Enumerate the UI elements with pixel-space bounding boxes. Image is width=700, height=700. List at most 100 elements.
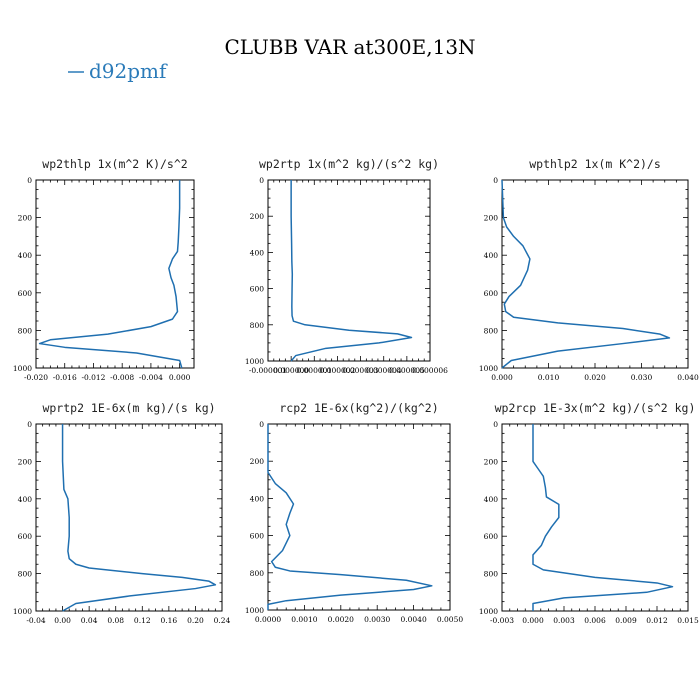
- y-tick-label: 400: [18, 495, 33, 504]
- y-tick-label: 800: [250, 569, 265, 578]
- legend: d92pmf: [68, 59, 168, 83]
- y-tick-label: 800: [484, 326, 499, 335]
- panel-title: wprtp2 1E-6x(m kg)/(s kg): [42, 401, 215, 415]
- y-tick-label: 800: [18, 326, 33, 335]
- x-tick-label: 0.16: [161, 616, 178, 625]
- x-tick-label: 0.0010: [291, 615, 317, 624]
- x-tick-label: 0.0000: [255, 615, 281, 624]
- y-tick-label: 800: [18, 570, 33, 579]
- y-tick-label: 200: [250, 457, 265, 466]
- y-tick-label: 400: [484, 495, 499, 504]
- y-tick-label: 1000: [479, 364, 498, 373]
- y-tick-label: 600: [250, 285, 265, 294]
- series-line: [501, 179, 671, 369]
- y-tick-label: 1000: [245, 357, 264, 366]
- plot-frame: [35, 423, 223, 612]
- x-tick-label: -0.04: [26, 616, 45, 625]
- y-tick-label: 400: [250, 494, 265, 503]
- x-tick-label: 0.0030: [364, 615, 390, 624]
- x-tick-label: 0.000000: [273, 366, 309, 375]
- x-tick-label: 0.0050: [437, 615, 463, 624]
- panel-6: wp2rcp 1E-3x(m^2 kg)/(s^2 kg) 0 200 400 600 8…: [479, 401, 699, 625]
- x-tick-label: -0.012: [81, 373, 105, 382]
- series-line: [532, 424, 674, 611]
- panel-title: wp2rcp 1E-3x(m^2 kg)/(s^2 kg): [495, 401, 696, 415]
- panel-title: wp2rtp 1x(m^2 kg)/(s^2 kg): [259, 157, 439, 171]
- x-tick-label: 0.12: [134, 616, 151, 625]
- panel-2: wp2rtp 1x(m^2 kg)/(s^2 kg) 0 200 400 600 800 1…: [245, 157, 448, 375]
- legend-label: d92pmf: [89, 59, 168, 83]
- panel-3: wpthlp2 1x(m K^2)/s 0 200 400 600 800 10000.00…: [479, 157, 699, 382]
- y-tick-label: 200: [250, 212, 265, 221]
- panel-title: rcp2 1E-6x(kg^2)/(kg^2): [279, 401, 438, 415]
- x-tick-label: 0.012: [646, 616, 668, 625]
- x-tick-label: 0.000: [491, 373, 513, 382]
- panel-1: wp2thlp 1x(m^2 K)/s^202004006008001000-0…: [13, 157, 195, 382]
- y-tick-label: 800: [250, 321, 265, 330]
- y-tick-label: 0: [27, 420, 32, 429]
- y-tick-label: 1000: [13, 364, 32, 373]
- series-line: [61, 424, 217, 612]
- x-tick-label: 0.040: [677, 373, 699, 382]
- y-tick-label: 1000: [13, 607, 32, 616]
- y-tick-label: 1000: [245, 606, 264, 615]
- x-tick-label: 0.000005: [389, 366, 425, 375]
- x-tick-label: 0.000006: [412, 366, 448, 375]
- series-line: [267, 424, 433, 610]
- y-tick-label: 200: [18, 214, 33, 223]
- x-tick-label: 0.08: [107, 616, 124, 625]
- series-line: [38, 180, 183, 369]
- x-tick-label: 0.009: [615, 616, 637, 625]
- x-tick-label: 0.015: [677, 616, 699, 625]
- x-tick-label: 0.04: [81, 616, 98, 625]
- y-tick-label: 0: [27, 176, 32, 185]
- x-tick-label: 0.000001: [296, 366, 332, 375]
- x-tick-label: 0.003: [553, 616, 575, 625]
- x-tick-label: 0.24: [214, 616, 231, 625]
- y-tick-label: 400: [484, 251, 499, 260]
- y-tick-label: 1000: [479, 607, 498, 616]
- x-tick-label: -0.020: [24, 373, 48, 382]
- x-tick-label: 0.010: [538, 373, 560, 382]
- x-tick-label: 0.000003: [343, 366, 379, 375]
- series-line: [290, 180, 413, 362]
- x-tick-label: 0.000002: [320, 366, 356, 375]
- panels: wp2thlp 1x(m^2 K)/s^202004006008001000-0…: [13, 157, 699, 625]
- plot-frame: [267, 423, 451, 611]
- y-tick-label: 600: [484, 532, 499, 541]
- panel-5: rcp2 1E-6x(kg^2)/(kg^2) 0 200 400 600 800 1000…: [245, 401, 463, 624]
- x-tick-label: 0.000004: [366, 366, 402, 375]
- y-tick-label: 600: [250, 532, 265, 541]
- x-tick-label: 0.00: [54, 616, 71, 625]
- x-tick-label: 0.20: [187, 616, 204, 625]
- y-tick-label: 800: [484, 570, 499, 579]
- x-tick-label: 0.000: [169, 373, 191, 382]
- x-tick-label: -0.016: [53, 373, 77, 382]
- x-tick-label: 0.030: [631, 373, 653, 382]
- x-tick-label: -0.004: [139, 373, 163, 382]
- x-tick-label: -0.008: [110, 373, 134, 382]
- y-tick-label: 200: [484, 457, 499, 466]
- x-tick-label: -0.000001: [249, 366, 287, 375]
- y-tick-label: 400: [250, 248, 265, 257]
- y-tick-label: 200: [484, 214, 499, 223]
- y-tick-label: 0: [493, 176, 498, 185]
- figure-title: CLUBB VAR at300E,13N: [224, 35, 475, 59]
- y-tick-label: 600: [484, 289, 499, 298]
- x-tick-label: 0.000: [522, 616, 544, 625]
- y-tick-label: 600: [18, 289, 33, 298]
- x-tick-label: 0.006: [584, 616, 606, 625]
- x-tick-label: 0.020: [584, 373, 606, 382]
- y-tick-label: 0: [493, 420, 498, 429]
- panel-title: wpthlp2 1x(m K^2)/s: [529, 157, 661, 171]
- panel-title: wp2thlp 1x(m^2 K)/s^2: [42, 157, 187, 171]
- y-tick-label: 400: [18, 251, 33, 260]
- y-tick-label: 200: [18, 457, 33, 466]
- x-tick-label: -0.003: [490, 616, 514, 625]
- y-tick-label: 0: [259, 420, 264, 429]
- x-tick-label: 0.0020: [328, 615, 354, 624]
- panel-4: wprtp2 1E-6x(m kg)/(s kg) 0 200 400 600 800 10…: [13, 401, 231, 625]
- x-tick-label: 0.0040: [400, 615, 426, 624]
- y-tick-label: 600: [18, 532, 33, 541]
